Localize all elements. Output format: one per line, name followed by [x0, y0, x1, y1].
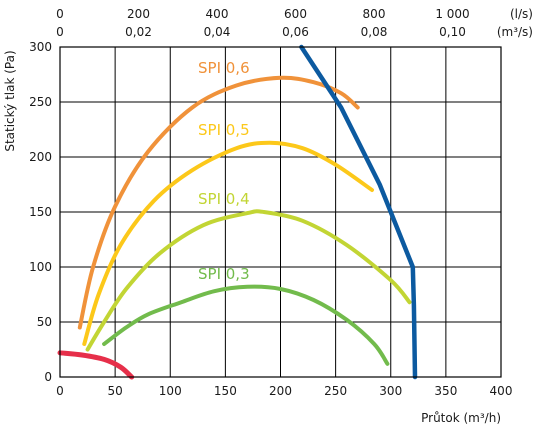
top-ls-tick-label: 600	[284, 7, 307, 21]
top-axis-ls-unit: (l/s)	[510, 7, 533, 21]
y-tick-label: 250	[29, 95, 52, 109]
top-ls-tick-label: 0	[56, 7, 64, 21]
y-axis-ticks: 0 50 100 150 200 250 300	[29, 40, 52, 384]
plot-frame	[59, 46, 502, 378]
top-m3s-tick-label: 0,08	[361, 25, 388, 39]
top-ls-tick-label: 200	[127, 7, 150, 21]
curve-label: SPI 0,4	[198, 190, 250, 208]
top-ls-tick-label: 1 000	[435, 7, 469, 21]
x-tick-label: 100	[159, 384, 182, 398]
y-tick-label: 100	[29, 260, 52, 274]
y-tick-label: 300	[29, 40, 52, 54]
y-tick-label: 0	[44, 370, 52, 384]
top-axis-ls-ticks: 0 200 400 600 800 1 000	[56, 7, 470, 21]
x-tick-label: 250	[324, 384, 347, 398]
x-axis-label: Průtok (m³/h)	[421, 411, 501, 425]
curves	[57, 44, 418, 380]
curve-label: SPI 0,5	[198, 121, 250, 139]
top-m3s-tick-label: 0	[56, 25, 64, 39]
x-tick-label: 300	[379, 384, 402, 398]
x-tick-label: 400	[490, 384, 513, 398]
curve-label: SPI 0,6	[198, 59, 250, 77]
top-m3s-tick-label: 0,02	[125, 25, 152, 39]
curve-label: SPI 0,3	[198, 265, 250, 283]
curve-spi-0-4	[85, 209, 412, 352]
curve-min-limit	[57, 350, 135, 380]
x-axis-ticks: 0 50 100 150 200 250 300 350 400	[56, 384, 512, 398]
curve-max-limit	[299, 44, 418, 380]
curve-spi-0-3	[102, 284, 390, 366]
top-m3s-tick-label: 0,06	[282, 25, 309, 39]
y-tick-label: 200	[29, 150, 52, 164]
x-tick-label: 150	[214, 384, 237, 398]
x-tick-label: 350	[434, 384, 457, 398]
top-ls-tick-label: 800	[363, 7, 386, 21]
top-m3s-tick-label: 0,04	[204, 25, 231, 39]
y-tick-label: 150	[29, 205, 52, 219]
x-tick-label: 200	[269, 384, 292, 398]
curve-labels: SPI 0,6 SPI 0,5 SPI 0,4 SPI 0,3	[198, 59, 250, 283]
y-tick-label: 50	[37, 315, 52, 329]
x-tick-label: 50	[107, 384, 122, 398]
curve-spi-0-5	[82, 140, 374, 346]
top-m3s-tick-label: 0,10	[439, 25, 466, 39]
y-axis-label: Statický tlak (Pa)	[3, 50, 17, 151]
x-tick-label: 0	[56, 384, 64, 398]
top-axis-m3s-unit: (m³/s)	[497, 25, 533, 39]
top-axis-m3s-ticks: 0 0,02 0,04 0,06 0,08 0,10	[56, 25, 466, 39]
top-ls-tick-label: 400	[206, 7, 229, 21]
